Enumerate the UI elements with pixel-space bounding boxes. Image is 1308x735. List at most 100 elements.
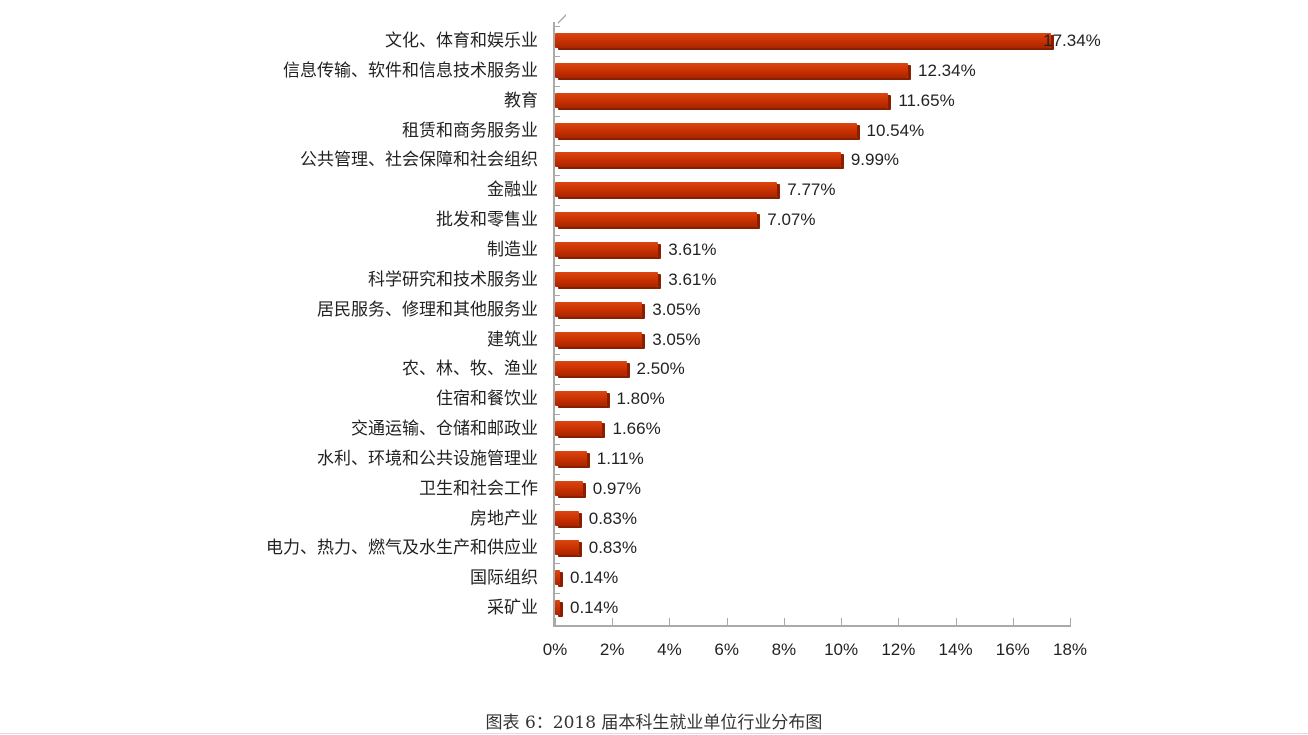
x-tick-mark	[898, 618, 900, 625]
chart-caption: 图表 6：2018 届本科生就业单位行业分布图	[485, 713, 823, 733]
x-tick-mark	[1070, 618, 1071, 625]
x-tick-mark	[1012, 618, 1014, 625]
bar	[555, 450, 587, 466]
bar	[555, 182, 778, 198]
value-label: 3.61%	[668, 239, 717, 259]
bar-chart: 文化、体育和娱乐业 17.34% 信息传输、软件和信息技术服务业 12.34% 教育 11…	[266, 14, 1101, 659]
category-label: 采矿业	[487, 598, 538, 619]
y-tick-mark	[553, 115, 560, 117]
category-label: 信息传输、软件和信息技术服务业	[283, 60, 538, 81]
y-tick-mark	[553, 533, 560, 535]
category-label: 批发和零售业	[436, 210, 538, 231]
x-tick-label: 4%	[657, 640, 682, 659]
category-label: 住宿和餐饮业	[436, 389, 538, 410]
category-label: 水利、环境和公共设施管理业	[317, 448, 538, 469]
category-label: 租赁和商务服务业	[402, 120, 538, 141]
category-label: 交通运输、仓储和邮政业	[351, 419, 538, 440]
value-label: 1.66%	[612, 419, 661, 439]
value-label: 1.11%	[596, 448, 644, 468]
x-tick-label: 16%	[995, 640, 1030, 659]
bar	[555, 600, 560, 616]
value-label: 3.61%	[668, 269, 717, 289]
x-tick-mark	[612, 618, 614, 625]
y-tick-mark	[553, 264, 560, 266]
category-label: 居民服务、修理和其他服务业	[317, 299, 538, 320]
x-tick-mark	[726, 618, 728, 625]
y-tick-mark	[553, 443, 560, 445]
y-tick-mark	[553, 294, 560, 296]
y-tick-mark	[553, 593, 560, 595]
x-tick-mark	[783, 618, 785, 625]
x-tick-label: 14%	[938, 640, 973, 659]
value-label: 0.97%	[592, 478, 641, 498]
value-label: 7.07%	[767, 210, 816, 230]
category-label: 金融业	[487, 180, 538, 201]
x-tick-mark	[841, 618, 843, 625]
bar	[555, 62, 909, 78]
y-tick-mark	[553, 414, 560, 416]
y-tick-mark	[553, 26, 560, 27]
bar	[555, 480, 583, 496]
value-label: 0.14%	[570, 568, 619, 588]
value-label: 7.77%	[787, 180, 836, 200]
category-label: 科学研究和技术服务业	[368, 269, 538, 290]
bar	[555, 241, 659, 257]
y-axis	[553, 22, 555, 625]
bar	[555, 421, 603, 437]
bar	[555, 361, 627, 377]
y-tick-mark	[553, 563, 560, 565]
value-label: 9.99%	[850, 150, 900, 170]
bar	[555, 122, 857, 138]
y-tick-mark	[553, 354, 560, 356]
bar	[555, 391, 607, 407]
category-label: 电力、热力、燃气及水生产和供应业	[266, 538, 538, 559]
y-tick-mark	[553, 503, 560, 505]
category-label: 公共管理、社会保障和社会组织	[300, 150, 538, 171]
category-label: 农、林、牧、渔业	[402, 359, 538, 380]
value-label: 11.65%	[898, 90, 955, 110]
value-label: 2.50%	[636, 359, 685, 379]
x-axis	[553, 625, 1071, 627]
bar	[555, 331, 643, 347]
y-tick-mark	[553, 384, 560, 386]
value-label: 17.34%	[1043, 31, 1101, 50]
y-tick-mark	[553, 175, 560, 177]
x-tick-mark	[955, 618, 957, 625]
value-label: 0.83%	[588, 538, 637, 558]
bar	[555, 212, 758, 228]
category-label: 国际组织	[470, 568, 538, 589]
y-tick-mark	[553, 55, 560, 57]
category-label: 制造业	[487, 239, 538, 260]
y-tick-mark	[553, 324, 560, 326]
x-tick-label: 8%	[771, 640, 797, 659]
y-tick-mark	[553, 234, 560, 236]
bar	[555, 92, 889, 108]
category-label: 卫生和社会工作	[419, 478, 538, 499]
bar	[555, 301, 643, 317]
y-tick-mark	[553, 145, 560, 147]
x-tick-label: 12%	[881, 640, 916, 659]
value-label: 1.80%	[616, 389, 665, 409]
x-tick-label: 0%	[542, 640, 568, 659]
y-tick-mark	[553, 85, 560, 87]
bar	[555, 510, 579, 526]
value-label: 3.05%	[652, 299, 701, 319]
x-tick-label: 18%	[1052, 640, 1088, 659]
x-tick-label: 2%	[599, 640, 625, 659]
value-label: 12.34%	[918, 60, 976, 80]
bar	[555, 152, 841, 168]
x-tick-label: 6%	[714, 640, 739, 659]
value-label: 0.14%	[570, 598, 619, 618]
bar	[555, 570, 560, 586]
y-axis-3d-edge	[558, 14, 566, 32]
bar	[555, 33, 1052, 48]
category-label: 建筑业	[487, 329, 538, 350]
bar	[555, 540, 579, 556]
value-label: 0.83%	[588, 508, 637, 528]
category-label: 文化、体育和娱乐业	[385, 31, 538, 51]
bar	[555, 271, 659, 287]
value-label: 3.05%	[652, 329, 701, 349]
y-tick-mark	[553, 205, 560, 207]
x-tick-label: 10%	[824, 640, 859, 659]
x-tick-mark	[669, 618, 671, 625]
